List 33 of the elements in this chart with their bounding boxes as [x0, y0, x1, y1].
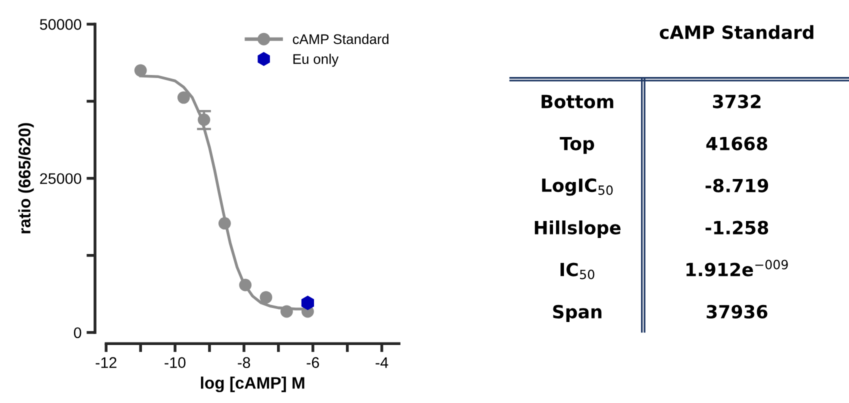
y-tick-label: 0: [74, 327, 82, 338]
category-label: Hillslope: [534, 220, 621, 238]
category-label: Bottom: [542, 94, 614, 108]
text: cAMP Standard: [660, 25, 814, 40]
point: [198, 114, 210, 126]
text: 37936: [706, 304, 768, 319]
x-tick-label: -4: [376, 357, 388, 368]
point: [134, 64, 147, 77]
x-tick-label: -8: [238, 357, 250, 368]
text: 3732: [713, 94, 760, 108]
y-tick-label: 25000: [40, 173, 82, 184]
x-tick-label: -6: [306, 357, 320, 368]
text: 1.912e$^{−009}$: [686, 260, 788, 276]
text: 41668: [706, 136, 768, 150]
y-tick-label: 50000: [40, 19, 82, 30]
point: [301, 296, 314, 310]
x-axis-title: log [cAMP] M: [200, 376, 304, 392]
x-tick-label: -10: [164, 357, 186, 368]
text: -1.258: [706, 220, 768, 234]
point: [260, 291, 272, 304]
point: [177, 91, 190, 104]
category-label: LogIC$_{50}$: [542, 178, 613, 196]
text: -8.719: [706, 178, 768, 192]
category-label: Top: [560, 136, 594, 154]
legend-label: cAMP Standard: [292, 34, 388, 44]
category-label: Span: [553, 304, 602, 322]
legend-label: Eu only: [293, 54, 339, 67]
point: [280, 305, 293, 318]
category-label: IC$_{50}$: [560, 262, 594, 280]
y-axis-title: ratio (665/620): [18, 123, 34, 234]
x-tick-label: -12: [96, 357, 116, 368]
point: [218, 217, 231, 230]
point: [239, 278, 252, 292]
